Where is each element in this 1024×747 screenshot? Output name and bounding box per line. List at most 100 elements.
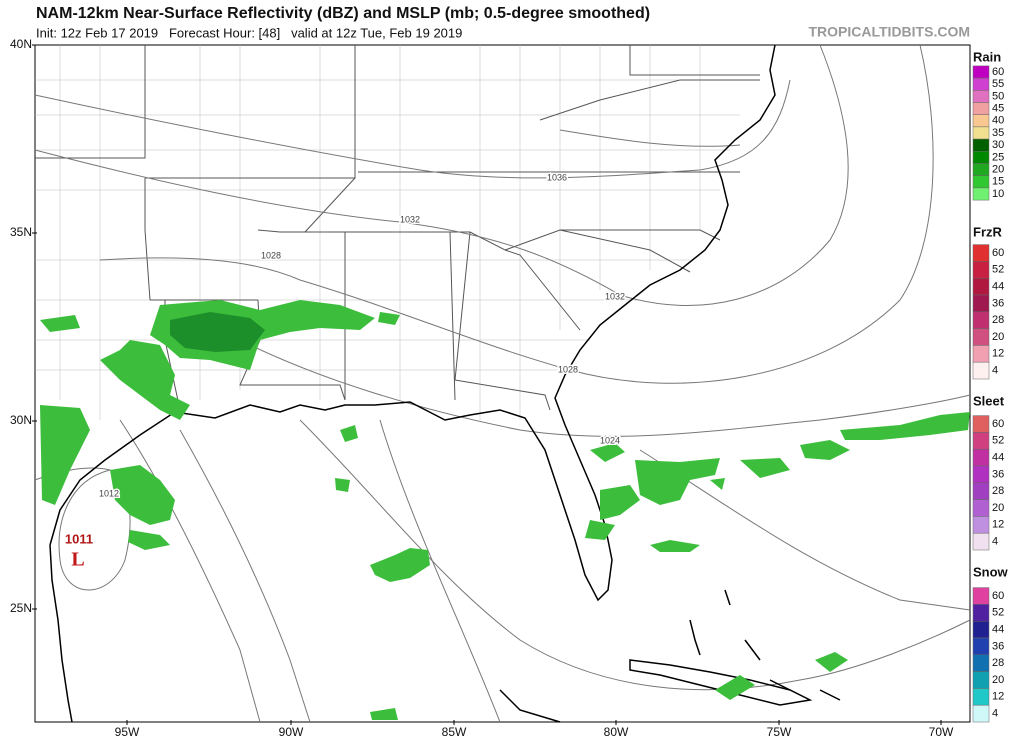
- legend-label: 28: [992, 485, 1004, 497]
- legend-swatch: [972, 361, 990, 380]
- isobars: [34, 44, 971, 723]
- legend-label: 60: [992, 590, 1004, 602]
- legend-label: 20: [992, 164, 1004, 176]
- legend-label: 35: [992, 127, 1004, 139]
- legend-swatch: [972, 328, 990, 346]
- legend-swatch: [972, 704, 990, 723]
- isobar-label: 1036: [547, 172, 567, 182]
- legend-swatch: [972, 65, 990, 79]
- lon-label: 75W: [767, 725, 792, 739]
- legend-label: 10: [992, 188, 1004, 200]
- legend-swatch: [972, 671, 990, 689]
- legend-swatch: [972, 163, 990, 176]
- legend-swatch: [972, 415, 990, 433]
- isobar-label: 1012: [99, 488, 119, 498]
- legend-label: 44: [992, 624, 1004, 636]
- legend-title: Rain: [973, 49, 1001, 64]
- lon-label: 85W: [442, 725, 467, 739]
- legend-label: 28: [992, 314, 1004, 326]
- legend-swatch: [972, 277, 990, 296]
- legend-swatch: [972, 151, 990, 164]
- legend-label: 55: [992, 78, 1004, 90]
- legend-label: 4: [992, 708, 998, 720]
- legend-swatch: [972, 688, 990, 706]
- map-frame: [34, 44, 971, 723]
- legend-label: 44: [992, 452, 1004, 464]
- isobar-label: 1028: [558, 364, 578, 374]
- legend-title: Snow: [973, 564, 1009, 579]
- lon-label: 90W: [279, 725, 304, 739]
- legend-swatch: [972, 244, 990, 262]
- legend-label: 12: [992, 691, 1004, 703]
- isobar-label: 1024: [600, 435, 620, 445]
- legend-label: 20: [992, 502, 1004, 514]
- legend-label: 36: [992, 640, 1004, 652]
- legend-swatch: [972, 587, 990, 605]
- legend-label: 40: [992, 115, 1004, 127]
- low-symbol: L: [71, 549, 84, 571]
- legend-swatch: [972, 345, 990, 363]
- legend-swatch: [972, 465, 990, 484]
- lat-label: 35N: [10, 225, 32, 239]
- legend-swatch: [972, 261, 990, 279]
- lat-label: 40N: [10, 37, 32, 51]
- legend-label: 30: [992, 139, 1004, 151]
- low-pressure: 1011: [65, 531, 93, 546]
- title: NAM-12km Near-Surface Reflectivity (dBZ)…: [36, 5, 650, 22]
- lon-label: 80W: [604, 725, 629, 739]
- watermark: TROPICALTIDBITS.COM: [808, 24, 970, 40]
- legend-swatch: [972, 90, 990, 103]
- legend-label: 36: [992, 297, 1004, 309]
- legend-label: 20: [992, 331, 1004, 343]
- legend-label: 36: [992, 468, 1004, 480]
- legend-label: 52: [992, 264, 1004, 276]
- legend-swatch: [972, 516, 990, 534]
- legend-label: 4: [992, 536, 998, 548]
- isobar-label: 1032: [605, 291, 625, 301]
- precipitation: [40, 300, 970, 720]
- legend-label: 52: [992, 435, 1004, 447]
- legend-swatch: [972, 482, 990, 500]
- legend-swatch: [972, 114, 990, 128]
- legend-swatch: [972, 499, 990, 517]
- lon-label: 95W: [115, 725, 140, 739]
- legend-swatch: [972, 620, 990, 639]
- legend-swatch: [972, 637, 990, 656]
- coastline: [49, 44, 841, 723]
- legend-label: 25: [992, 151, 1004, 163]
- subtitle: Init: 12z Feb 17 2019 Forecast Hour: [48…: [36, 25, 462, 40]
- legend-label: 45: [992, 103, 1004, 115]
- lat-label: 30N: [10, 413, 32, 427]
- legend-swatch: [972, 532, 990, 551]
- isobar-label: 1032: [400, 214, 420, 224]
- legend-swatch: [972, 126, 990, 140]
- legend-label: 15: [992, 176, 1004, 188]
- lat-label: 25N: [10, 601, 32, 615]
- legend-swatch: [972, 77, 990, 91]
- legend-label: 28: [992, 657, 1004, 669]
- legend-label: 20: [992, 674, 1004, 686]
- legend-title: FrzR: [973, 224, 1003, 239]
- legend-swatch: [972, 654, 990, 672]
- legend-label: 52: [992, 607, 1004, 619]
- legend-swatch: [972, 311, 990, 329]
- legend-swatch: [972, 294, 990, 313]
- legend-label: 44: [992, 281, 1004, 293]
- legend-label: 12: [992, 519, 1004, 531]
- legend-swatch: [972, 187, 990, 201]
- legend-swatch: [972, 604, 990, 622]
- isobar-label: 1028: [261, 250, 281, 260]
- legend-swatch: [972, 102, 990, 115]
- legend-label: 50: [992, 90, 1004, 102]
- legend-swatch: [972, 138, 990, 152]
- legend-label: 60: [992, 66, 1004, 78]
- legend-swatch: [972, 432, 990, 450]
- map: 1036 1032 1028 1032 1028 1024 1012 1011 L: [34, 44, 971, 723]
- legend-label: 4: [992, 365, 998, 377]
- legend-title: Sleet: [973, 393, 1005, 408]
- legend-label: 12: [992, 348, 1004, 360]
- lon-label: 70W: [929, 725, 954, 739]
- legend-label: 60: [992, 418, 1004, 430]
- legend-swatch: [972, 448, 990, 467]
